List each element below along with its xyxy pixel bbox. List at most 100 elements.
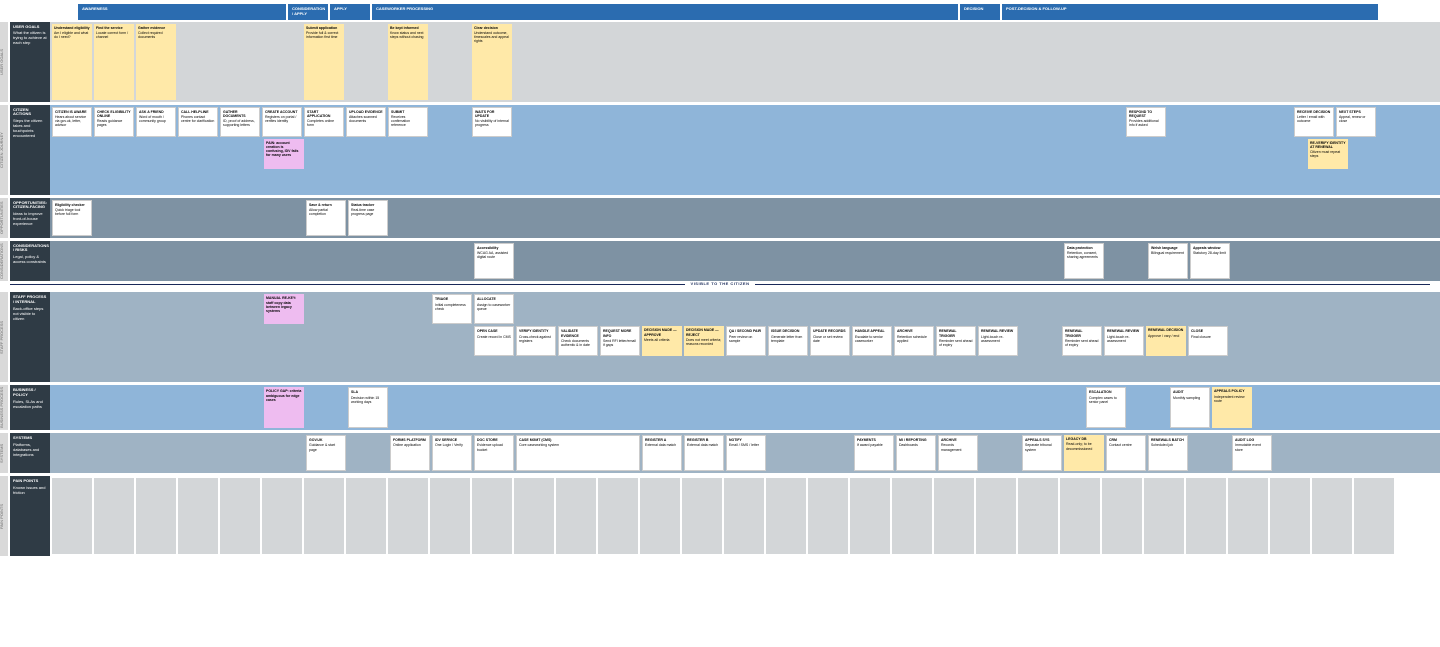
- empty-col: [514, 478, 554, 554]
- empty-col: [430, 478, 470, 554]
- empty-col: [430, 24, 470, 100]
- staff-step: HANDLE APPEALEscalate to senior casework…: [852, 326, 892, 356]
- sys-card: REGISTER AExternal data match: [642, 435, 682, 471]
- empty-col: [178, 478, 218, 554]
- citizen-step: WAITS FOR UPDATENo visibility of interna…: [472, 107, 512, 137]
- sys-card: CRMContact centre: [1106, 435, 1146, 471]
- row-label-sys: SYSTEMS Platforms, databases and integra…: [10, 433, 50, 473]
- staff-step: RENEWAL REVIEWLight-touch re-assessment: [978, 326, 1018, 356]
- lane-body-citizen: CITIZEN IS AWAREHears about service via …: [50, 105, 1440, 195]
- opp-card: Eligibility checkerQuick triage tool bef…: [52, 200, 92, 236]
- sys-card: NOTIFYEmail / SMS / letter: [726, 435, 766, 471]
- citizen-step: SUBMITReceives confirmation reference: [388, 107, 428, 137]
- empty-col: [1354, 24, 1394, 100]
- empty-col: [220, 478, 260, 554]
- empty-col: [682, 24, 722, 100]
- empty-col: [1270, 24, 1310, 100]
- empty-col: [598, 478, 638, 554]
- citizen-step: RESPOND TO REQUESTProvides additional in…: [1126, 107, 1166, 137]
- empty-col: [1018, 24, 1058, 100]
- empty-col: [976, 24, 1016, 100]
- empty-col: [1018, 478, 1058, 554]
- sys-card: ARCHIVERecords management: [938, 435, 978, 471]
- empty-col: [556, 478, 596, 554]
- row-label-biz: BUSINESS / POLICY Rules, SLAs and escala…: [10, 385, 50, 430]
- phase-processing: CASEWORKER PROCESSING: [372, 4, 958, 20]
- cons-card: Welsh languageBilingual requirement: [1148, 243, 1188, 279]
- biz-card: AUDITMonthly sampling: [1170, 387, 1210, 428]
- empty-col: [52, 478, 92, 554]
- phase-post: POST-DECISION & FOLLOW-UP: [1002, 4, 1378, 20]
- citizen-step: CALL HELPLINEPhones contact centre for c…: [178, 107, 218, 137]
- empty-col: [934, 24, 974, 100]
- citizen-pain: PAIN: account creation is confusing, IDV…: [264, 139, 304, 169]
- staff-step: RENEWAL TRIGGERReminder sent ahead of ex…: [936, 326, 976, 356]
- goal-card: Find the serviceLocate correct form / ch…: [94, 24, 134, 100]
- empty-col: [178, 24, 218, 100]
- empty-col: [346, 478, 386, 554]
- sys-card: REGISTER BExternal data match: [684, 435, 724, 471]
- side-label-pain: PAIN POINTS: [0, 476, 8, 556]
- empty-col: [1102, 24, 1142, 100]
- citizen-step: GATHER DOCUMENTSID, proof of address, su…: [220, 107, 260, 137]
- goal-card: Be kept informedKnow status and next ste…: [388, 24, 428, 100]
- sys-card: PAYMENTSIf award payable: [854, 435, 894, 471]
- lane-body-goals: Understand eligibilityAm I eligible and …: [50, 22, 1440, 102]
- staff-step: VERIFY IDENTITYCross-check against regis…: [516, 326, 556, 356]
- cons-card: Appeals windowStatutory 28-day limit: [1190, 243, 1230, 279]
- citizen-step: START APPLICATIONCompletes online form: [304, 107, 344, 137]
- staff-step: ISSUE DECISIONGenerate letter from templ…: [768, 326, 808, 356]
- empty-col: [1186, 24, 1226, 100]
- empty-col: [304, 478, 344, 554]
- empty-col: [1312, 24, 1352, 100]
- citizen-step: ASK A FRIENDWord of mouth / community gr…: [136, 107, 176, 137]
- sys-card: LEGACY DBRead-only; to be decommissioned: [1064, 435, 1104, 471]
- phase-header: AWARENESS CONSIDERATION / APPLY APPLY CA…: [78, 4, 1440, 20]
- opp-card: Status trackerReal-time case progress pa…: [348, 200, 388, 236]
- staff-step: TRIAGEInitial completeness check: [432, 294, 472, 324]
- empty-col: [1060, 478, 1100, 554]
- side-label-opps: OPPORTUNITIES: [0, 198, 8, 238]
- lane-considerations: CONSIDERATIONS CONSIDERATIONS / RISKS Le…: [0, 241, 1440, 281]
- lane-body-biz: POLICY GAP: criteria ambiguous for edge …: [50, 385, 1440, 430]
- staff-step: ALLOCATEAssign to caseworker queue: [474, 294, 514, 324]
- empty-col: [976, 478, 1016, 554]
- empty-col: [556, 24, 596, 100]
- sys-card: CASE MGMT (CMS)Core caseworking system: [516, 435, 640, 471]
- row-label-staff: STAFF PROCESS / INTERNAL Back-office ste…: [10, 292, 50, 382]
- staff-step: CLOSEFinal closure: [1188, 326, 1228, 356]
- phase-apply: APPLY: [330, 4, 370, 20]
- empty-col: [472, 478, 512, 554]
- sys-card: IDV SERVICEOne Login / Verify: [432, 435, 472, 471]
- sys-card: DOC STOREEvidence upload bucket: [474, 435, 514, 471]
- lane-opportunities: OPPORTUNITIES OPPORTUNITIES: CITIZEN-FAC…: [0, 198, 1440, 238]
- row-label-citizen: CITIZEN ACTIONS Steps the citizen takes …: [10, 105, 50, 195]
- side-label-cons: CONSIDERATIONS: [0, 241, 8, 281]
- sys-card: MI / REPORTINGDashboards: [896, 435, 936, 471]
- empty-col: [346, 24, 386, 100]
- phase-consider: CONSIDERATION / APPLY: [288, 4, 328, 20]
- cons-card: AccessibilityWCAG AA, assisted digital r…: [474, 243, 514, 279]
- side-label-goals: USER GOALS: [0, 22, 8, 102]
- lane-systems: SYSTEMS SYSTEMS Platforms, databases and…: [0, 433, 1440, 473]
- empty-col: [1270, 478, 1310, 554]
- empty-col: [1186, 478, 1226, 554]
- lane-citizen: CITIZEN JOURNEY CITIZEN ACTIONS Steps th…: [0, 105, 1440, 195]
- empty-col: [1144, 24, 1184, 100]
- empty-col: [892, 478, 932, 554]
- goal-card: Submit applicationProvide full & correct…: [304, 24, 344, 100]
- lane-staff: STAFF PROCESS STAFF PROCESS / INTERNAL B…: [0, 292, 1440, 382]
- staff-step: REQUEST MORE INFOSend RFI letter/email i…: [600, 326, 640, 356]
- empty-col: [808, 478, 848, 554]
- citizen-step: CITIZEN IS AWAREHears about service via …: [52, 107, 92, 137]
- staff-decision: DECISION MADE — REJECTDoes not meet crit…: [684, 326, 724, 356]
- staff-step: OPEN CASECreate record in CMS: [474, 326, 514, 356]
- empty-col: [766, 24, 806, 100]
- empty-col: [640, 24, 680, 100]
- row-label-goals: USER GOALS What the citizen is trying to…: [10, 22, 50, 102]
- empty-col: [262, 478, 302, 554]
- lane-body-sys: GOV.UKGuidance & start page FORMS PLATFO…: [50, 433, 1440, 473]
- lane-body-staff: MANUAL RE-KEY: staff copy data between l…: [50, 292, 1440, 382]
- citizen-step: CHECK ELIGIBILITY ONLINEReads guidance p…: [94, 107, 134, 137]
- lane-user-goals: USER GOALS USER GOALS What the citizen i…: [0, 22, 1440, 102]
